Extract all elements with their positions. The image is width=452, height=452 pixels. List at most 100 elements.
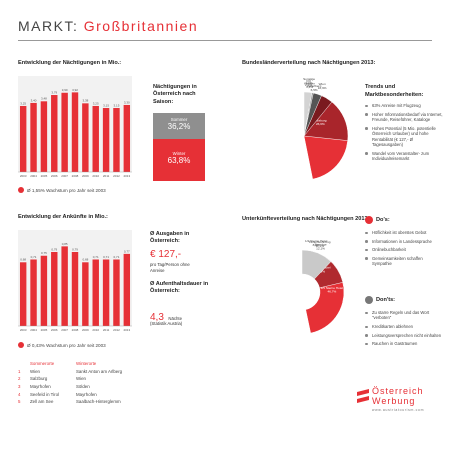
unterkunft-pie-title: Unterkünfteverteilung nach Nächtigungen … [242,216,370,222]
arrivals-chart-title: Entwicklung der Ankünfte in Mio.: [18,214,108,220]
logo-url[interactable]: www.austriatourism.com [372,408,425,412]
slice-value-label: 12,1% [316,246,325,250]
bar [82,103,89,172]
nights-chart-title: Entwicklung der Nächtigungen in Mio.: [18,60,122,66]
slice-value-label: 11,1% [315,244,324,248]
x-tick-label: 2010 [92,174,99,178]
slice-label: Ferienwohnung [309,240,331,244]
spending-value: € 127,- [150,249,182,260]
bar-value-label: 0,71 [93,255,99,259]
x-tick-label: 2011 [103,174,110,178]
stay-value-line: 4,3 Nächte [150,307,182,325]
bar-value-label: 3,25 [93,101,99,105]
x-tick-label: 2005 [41,328,48,332]
bar-value-label: 0,79 [51,247,57,251]
trends-list: 63% Anreise mit Flugzeug Hoher Informati… [365,103,443,165]
bar [61,92,68,172]
bar [92,259,99,326]
donts-header: Don'ts: [365,296,395,304]
pie-slice [301,249,332,280]
list-item: Gemeinsamkeiten schaffen Sympathie [365,256,443,267]
flag-mark-icon [357,389,369,403]
ranking-row: 2 Salzburg Wien [18,376,87,382]
list-item: Hoher Informationsbedarf via Internet, F… [365,112,443,123]
slice-value-label: 8,8% [313,243,320,247]
bar [61,246,68,326]
winter-label: Winter [172,151,186,156]
bar [30,102,37,172]
slice-label: Sonstige [315,243,327,247]
bar-value-label: 3,79 [51,90,57,94]
ranking-row: 4 Seefeld in Tirol Mayrhofen [18,391,97,397]
title-underline [18,40,432,41]
summer-label: Sommer [170,117,188,122]
ranking-row: 1 Wien Sankt Anton am Arlberg [18,368,123,374]
list-item: Kreditkarten ablehnen [365,324,443,329]
slice-value-label: 26,6% [316,122,325,126]
bar [19,105,27,172]
bar-value-label: 0,75 [41,251,47,255]
trends-heading: Trends und Marktbesonderheiten: [365,84,424,98]
bar-value-label: 0,68 [82,258,88,262]
bar-value-label: 3,90 [62,88,68,92]
bar-value-label: 3,40 [31,98,37,102]
winter-header: Winterorte [76,361,97,367]
x-tick-label: 2003 [20,328,27,332]
spending-heading: Ø Ausgaben in Österreich: [150,231,190,245]
slice-value-label: 3,4% [306,85,313,89]
bar-value-label: 0,85 [62,242,68,246]
season-box: Sommer 36,2% Winter 63,8% [153,113,205,181]
x-tick-label: 2007 [61,328,68,332]
season-heading: Nächtigungen in Österreich nach Saison: [153,84,197,105]
x-tick-label: 2003 [20,174,27,178]
bar [102,259,110,326]
bar [51,251,58,326]
bar-value-label: 3,30 [124,100,130,104]
logo-line2: Werbung [372,396,416,406]
x-tick-label: 2004 [30,328,37,332]
bar-value-label: 3,48 [41,97,47,101]
x-tick-label: 2010 [92,328,99,332]
slice-label: Kärnten [304,81,315,85]
list-item: Leistungsversprechen nicht einhalten [365,333,443,338]
list-item: Wandel vom Veranstalter- zum Individualr… [365,151,443,162]
x-tick-label: 2008 [72,174,79,178]
x-tick-label: 2011 [103,328,110,332]
growth-arrow-icon [18,342,24,348]
bar [71,251,79,326]
ranking-row: 5 Zell am See Saalbach-Hinterglemm [18,399,121,405]
winter-block: Winter 63,8% [153,139,205,181]
bar [102,108,110,172]
nights-growth-note: Ø 1,55% Wachstum pro Jahr seit 2003 [18,187,106,193]
logo-line1: Österreich [372,386,424,396]
slice-value-label: 6,5% [311,88,318,92]
ranking-header-row: Sommerorte Winterorte [18,360,122,368]
x-tick-label: 2013 [123,174,130,178]
x-tick-label: 2013 [123,328,130,332]
bar [71,92,79,172]
winter-value: 63,8% [167,156,191,165]
bar [30,259,37,326]
bar [51,95,58,172]
x-tick-label: 2012 [113,174,120,178]
bar [92,105,99,172]
slice-label: Wien [319,82,326,86]
bar-value-label: 0,79 [72,247,78,251]
summer-value: 36,2% [167,122,191,131]
stay-unit: Nächte [168,316,182,321]
slice-label: 1/2 Sterne Hotel [305,239,328,243]
slice-label: Salzburg [314,118,326,122]
stay-value: 4,3 [150,312,164,323]
slice-value-label: 2,7% [305,83,312,87]
pie-slice [303,91,313,137]
ranking-row: 3 Mayrhofen Sölden [18,384,90,390]
x-tick-label: 2006 [51,328,58,332]
arrivals-growth-note: Ø 0,43% Wachstum pro Jahr seit 2003 [18,342,106,348]
x-tick-label: 2008 [72,328,79,332]
spending-note: pro Tag/Person ohne Anreise [150,262,190,273]
bar-value-label: 0,77 [124,249,130,253]
list-item: Zu starre Regeln und das Wort "verboten" [365,310,443,321]
dos-heading: Do's: [376,217,390,223]
stay-heading: Ø Aufenthaltsdauer in Österreich: [150,281,209,295]
